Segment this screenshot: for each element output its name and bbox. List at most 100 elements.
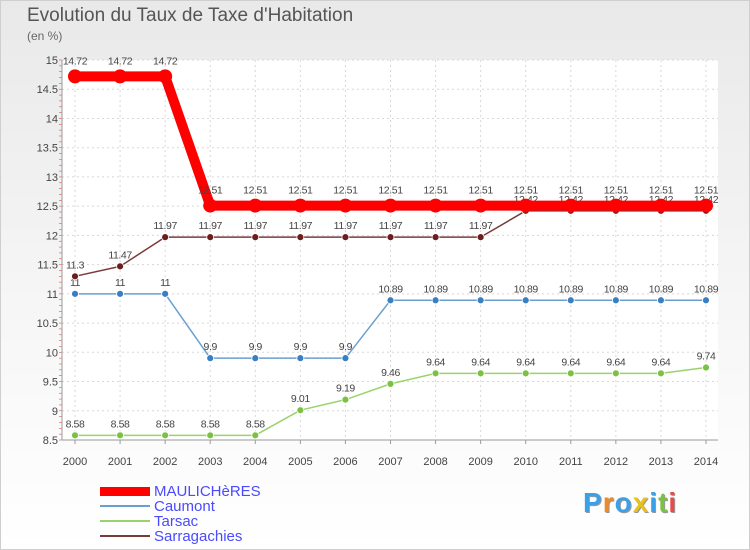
data-label: 12.51 <box>559 185 584 197</box>
data-label: 8.58 <box>111 418 130 430</box>
data-label: 9.64 <box>652 356 671 368</box>
data-label: 14.72 <box>63 55 88 67</box>
data-point <box>566 296 575 305</box>
chart-unit-label: (en %) <box>27 29 63 43</box>
x-tick-label: 2010 <box>513 456 537 468</box>
series-maulichères: 14.72 14.72 14.72 12.51 12.51 12.51 12.51 12.51… <box>63 55 719 213</box>
x-tick-label: 2004 <box>243 456 267 468</box>
data-point <box>566 369 575 378</box>
data-label: 8.58 <box>156 418 175 430</box>
data-point <box>383 198 398 213</box>
data-point <box>251 354 260 363</box>
data-point <box>161 233 170 242</box>
logo-letter: i <box>668 487 678 518</box>
data-point <box>206 233 215 242</box>
data-point <box>611 369 620 378</box>
legend-label: Sarragachies <box>154 528 243 545</box>
data-label: 10.89 <box>559 283 584 295</box>
data-point <box>657 369 665 378</box>
data-point <box>431 369 440 378</box>
data-label: 12.51 <box>198 185 223 197</box>
data-label: 12.51 <box>243 185 268 197</box>
legend-swatch <box>100 505 150 507</box>
data-label: 11 <box>70 277 81 289</box>
data-point <box>431 296 440 305</box>
data-point <box>116 262 124 271</box>
x-tick-label: 2014 <box>694 456 718 468</box>
data-label: 12.51 <box>378 185 403 197</box>
data-point <box>476 233 485 242</box>
data-label: 9.64 <box>426 356 445 368</box>
x-tick-label: 2007 <box>378 456 402 468</box>
data-label: 11.97 <box>289 220 313 232</box>
data-label: 9.9 <box>294 341 308 353</box>
data-label: 10.89 <box>604 283 629 295</box>
data-point <box>431 233 440 242</box>
data-point <box>203 198 218 213</box>
data-label: 11.97 <box>334 220 358 232</box>
data-point <box>251 431 260 440</box>
data-label: 9.64 <box>516 356 535 368</box>
data-label: 9.64 <box>606 356 625 368</box>
data-point <box>341 395 350 404</box>
data-point <box>653 198 668 213</box>
data-label: 8.58 <box>246 418 265 430</box>
x-tick-label: 2009 <box>468 456 492 468</box>
y-tick-label: 13.5 <box>37 143 58 155</box>
data-label: 9.46 <box>381 367 400 379</box>
data-point <box>206 431 215 440</box>
x-tick-label: 2011 <box>559 456 583 468</box>
data-point <box>476 369 485 378</box>
x-tick-label: 2005 <box>288 456 312 468</box>
data-point <box>521 296 530 305</box>
x-tick-label: 2006 <box>333 456 357 468</box>
data-point <box>116 289 124 298</box>
data-label: 12.51 <box>333 185 358 197</box>
data-point <box>161 289 170 298</box>
data-point <box>113 69 128 84</box>
y-tick-label: 9.5 <box>43 377 58 389</box>
x-tick-label: 2012 <box>604 456 628 468</box>
data-point <box>702 296 710 305</box>
data-label: 12.51 <box>469 185 494 197</box>
logo-letter: o <box>614 487 633 518</box>
legend-label: Caumont <box>154 498 215 515</box>
data-point <box>161 431 170 440</box>
data-point <box>68 69 82 84</box>
y-tick-label: 15 <box>46 55 58 67</box>
data-label: 12.51 <box>694 185 719 197</box>
data-label: 8.58 <box>66 418 85 430</box>
data-point <box>341 233 350 242</box>
x-tick-label: 2002 <box>153 456 177 468</box>
data-label: 11.97 <box>153 220 177 232</box>
data-point <box>338 198 353 213</box>
data-label: 12.51 <box>649 185 674 197</box>
data-label: 11.97 <box>198 220 222 232</box>
y-tick-label: 9 <box>52 406 58 418</box>
data-label: 9.9 <box>249 341 263 353</box>
data-label: 8.58 <box>201 418 220 430</box>
data-label: 9.9 <box>339 341 353 353</box>
data-label: 9.64 <box>471 356 490 368</box>
data-label: 14.72 <box>108 55 133 67</box>
series-caumont: 11 11 11 9.9 9.9 9.9 9.9 10.89 10.89 10.89 10.89 10… <box>70 277 719 363</box>
data-label: 11.3 <box>66 259 85 271</box>
data-label: 11.97 <box>424 220 448 232</box>
legend-swatch <box>100 520 150 522</box>
data-label: 11.97 <box>244 220 268 232</box>
y-tick-label: 10 <box>46 347 58 359</box>
data-point <box>386 296 395 305</box>
data-point <box>473 198 488 213</box>
data-label: 12.51 <box>423 185 448 197</box>
data-label: 9.64 <box>561 356 580 368</box>
data-point <box>71 289 79 298</box>
data-label: 11.47 <box>108 249 132 261</box>
data-label: 11.97 <box>379 220 403 232</box>
y-tick-label: 14.5 <box>37 84 58 96</box>
x-tick-label: 2000 <box>63 456 87 468</box>
data-point <box>206 354 215 363</box>
data-label: 12.51 <box>604 185 629 197</box>
x-tick-label: 2013 <box>649 456 673 468</box>
data-point <box>293 198 308 213</box>
data-point <box>476 296 485 305</box>
